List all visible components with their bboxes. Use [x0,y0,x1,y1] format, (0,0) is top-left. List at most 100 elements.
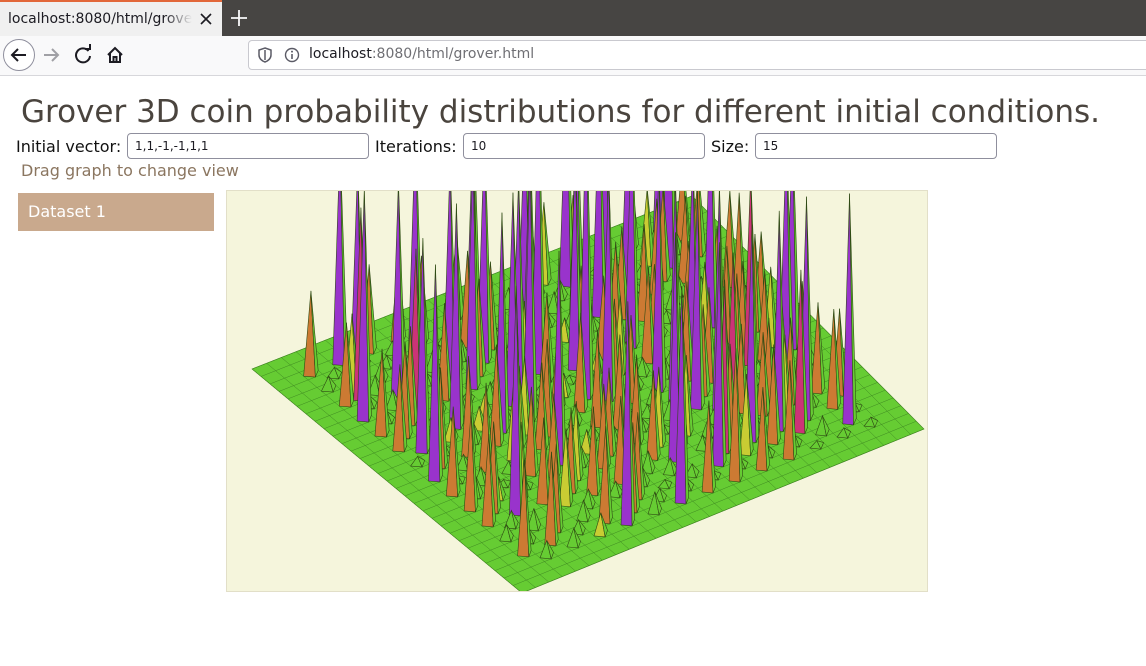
probability-spike [456,203,464,430]
close-icon[interactable] [199,11,213,25]
probability-spike [580,312,588,413]
drag-hint: Drag graph to change view [21,161,239,180]
probability-spike [658,366,666,448]
new-tab-icon[interactable] [229,8,249,28]
info-icon[interactable] [284,47,300,67]
probability-spike [553,393,562,479]
probability-spike [531,386,539,477]
probability-spike [615,480,623,499]
probability-3d-graph[interactable] [226,190,928,592]
probability-spike [708,400,716,494]
probability-spike [778,210,787,432]
probability-spike [740,457,749,470]
probability-spike [637,412,645,500]
forward-arrow-icon[interactable] [36,40,66,70]
probability-spike [686,477,695,492]
probability-spike [473,191,481,390]
probability-spike [369,394,378,410]
probability-spike [410,326,418,426]
probability-spike [849,193,857,426]
probability-spike [659,191,667,393]
probability-spike [636,354,644,446]
probability-spike [310,290,319,378]
probability-spike [691,463,700,479]
probability-spike [541,362,550,451]
iterations-input[interactable] [463,133,705,159]
probability-spike [364,191,372,423]
probability-spike [485,191,493,364]
surface-grid-line [526,428,925,591]
probability-spike [530,191,538,423]
probability-spike [654,491,662,517]
size-input[interactable] [755,133,997,159]
probability-spike [773,344,781,445]
surface-grid-line [494,405,901,571]
url-host: localhost [309,46,372,62]
probability-spike [457,475,466,485]
surface-plot[interactable] [227,191,927,591]
page-title: Grover 3D coin probability distributions… [21,94,1100,130]
probability-spike [642,467,651,488]
probability-spike [605,425,613,524]
probability-spike [570,407,579,494]
probability-spike [435,264,443,483]
probability-spike [608,191,616,402]
probability-spike [702,304,711,397]
home-icon[interactable] [100,40,130,70]
address-bar[interactable]: localhost:8080/html/grover.html [248,40,1146,70]
probability-spike [843,427,852,439]
probability-spike [473,423,482,446]
probability-spike [422,238,431,454]
probability-spike [543,202,552,286]
probability-spike [681,285,689,505]
probability-spike [475,476,484,500]
probability-spike [794,434,803,448]
reload-icon[interactable] [68,40,98,70]
dataset-1-button[interactable]: Dataset 1 [18,193,214,231]
probability-spike [870,416,879,428]
probability-spike [551,451,559,546]
probability-spike [854,402,863,413]
probability-spike [381,348,390,438]
probability-spike [560,280,568,302]
probability-spike [647,450,656,475]
iterations-label: Iterations: [375,137,457,156]
tab-title: localhost:8080/html/grover.html [8,11,192,27]
url-text[interactable]: localhost:8080/html/grover.html [309,46,534,62]
probability-spike [633,191,640,349]
probability-spike [399,364,408,453]
probability-spike [713,470,722,481]
probability-spike [559,191,572,288]
probability-spike [653,370,661,461]
probability-spike [816,440,825,450]
probability-spike [806,196,814,421]
probability-spike [600,512,608,539]
probability-spike [493,421,501,514]
probability-spike [800,269,808,434]
shield-icon[interactable] [257,47,273,67]
probability-spike [546,540,554,560]
probability-spike [817,302,826,395]
probability-spike [328,375,337,393]
probability-spike [568,374,577,386]
browser-tab[interactable]: localhost:8080/html/grover.html [0,0,222,36]
probability-spike [822,415,830,437]
probability-spike [488,433,496,527]
probability-spike [506,524,514,543]
probability-spike [608,367,617,457]
probability-spike [789,360,797,461]
probability-spike [518,365,527,449]
probability-spike [346,322,354,408]
probability-spike [404,342,413,439]
probability-spike [588,488,596,510]
surface-grid-line [512,421,917,586]
probability-spike [751,224,760,443]
back-arrow-icon[interactable] [3,39,35,71]
probability-spike [573,528,581,549]
size-label: Size: [711,137,750,156]
initial-vector-input[interactable] [127,133,369,159]
probability-spike [685,355,694,437]
probability-spike [811,392,820,409]
probability-spike [496,344,504,447]
probability-spike [501,212,510,434]
